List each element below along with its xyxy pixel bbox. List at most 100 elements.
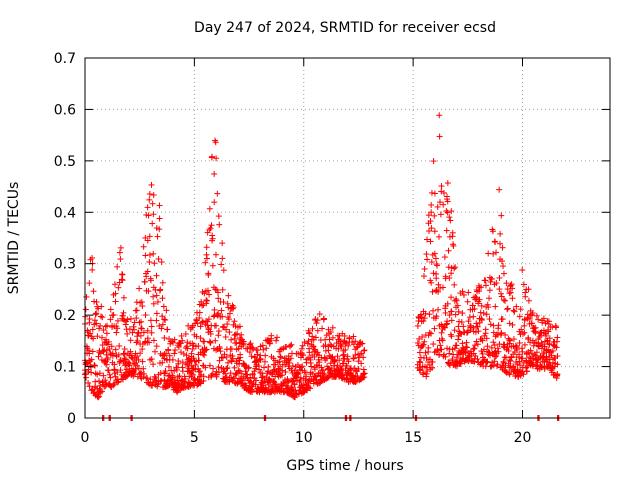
data-point (103, 361, 110, 368)
data-point (484, 343, 491, 350)
data-point (428, 189, 435, 196)
data-point (451, 327, 458, 334)
data-point (217, 348, 224, 355)
data-point (486, 295, 493, 302)
data-point (352, 351, 359, 358)
data-point (219, 354, 226, 361)
data-point (419, 333, 426, 340)
data-point (441, 254, 448, 261)
chart-title: Day 247 of 2024, SRMTID for receiver ecs… (194, 20, 496, 36)
data-point (120, 294, 127, 301)
data-point (459, 288, 466, 295)
data-point (147, 317, 154, 324)
data-point (309, 333, 316, 340)
data-point (424, 368, 431, 375)
y-tick-label: 0.4 (54, 205, 76, 221)
data-point (429, 288, 436, 295)
y-tick-label: 0 (67, 411, 76, 427)
data-point (174, 387, 181, 394)
data-point (438, 183, 445, 190)
data-point (270, 367, 277, 374)
data-point (171, 367, 178, 374)
data-point (102, 377, 109, 384)
data-point (437, 342, 444, 349)
data-point (261, 358, 268, 365)
data-point (444, 345, 451, 352)
x-tick-label: 15 (404, 430, 422, 446)
data-point (175, 360, 182, 367)
data-point (466, 314, 473, 321)
data-point (111, 370, 118, 377)
data-point (241, 362, 248, 369)
data-point (477, 309, 484, 316)
data-point (459, 310, 466, 317)
data-point (266, 340, 273, 347)
y-tick-label: 0.6 (54, 102, 76, 118)
data-point (497, 240, 504, 247)
data-point (428, 330, 435, 337)
data-point (494, 345, 501, 352)
data-point (440, 201, 447, 208)
data-point (159, 321, 166, 328)
data-point (453, 354, 460, 361)
data-point (506, 290, 513, 297)
data-point (203, 244, 210, 251)
y-tick-label: 0.5 (54, 154, 76, 170)
data-point (254, 347, 261, 354)
data-point (90, 288, 97, 295)
data-point (472, 293, 479, 300)
data-point (149, 200, 156, 207)
data-point (520, 371, 527, 378)
data-point (495, 348, 502, 355)
data-point (230, 304, 237, 311)
data-point (483, 359, 490, 366)
data-point (464, 344, 471, 351)
data-point (442, 309, 449, 316)
data-point (437, 211, 444, 218)
data-point (179, 359, 186, 366)
data-point (216, 345, 223, 352)
data-point (146, 251, 153, 258)
data-point (127, 315, 134, 322)
data-point (417, 359, 424, 366)
data-point (507, 289, 514, 296)
data-point (444, 209, 451, 216)
data-point (321, 371, 328, 378)
data-point (498, 212, 505, 219)
data-point (455, 308, 462, 315)
data-point (156, 226, 163, 233)
data-point (238, 370, 245, 377)
data-point (165, 347, 172, 354)
data-point (490, 329, 497, 336)
data-point (283, 344, 290, 351)
data-point (430, 341, 437, 348)
data-point (133, 339, 140, 346)
data-point (206, 338, 213, 345)
data-point (141, 370, 148, 377)
data-point (506, 370, 513, 377)
data-point (438, 346, 445, 353)
data-point (314, 317, 321, 324)
data-point (453, 342, 460, 349)
data-point (92, 311, 99, 318)
data-point (96, 370, 103, 377)
data-point (96, 393, 103, 400)
data-point (207, 339, 214, 346)
data-point (132, 366, 139, 373)
data-point (531, 328, 538, 335)
data-point (535, 316, 542, 323)
data-point (472, 329, 479, 336)
data-point (133, 307, 140, 314)
data-point (86, 383, 93, 390)
data-point (423, 354, 430, 361)
data-point (306, 330, 313, 337)
data-point (487, 278, 494, 285)
data-point (145, 379, 152, 386)
data-point (429, 364, 436, 371)
data-point (339, 371, 346, 378)
data-point (448, 317, 455, 324)
data-point (500, 359, 507, 366)
data-point (483, 311, 490, 318)
data-point (93, 298, 100, 305)
data-point (480, 310, 487, 317)
